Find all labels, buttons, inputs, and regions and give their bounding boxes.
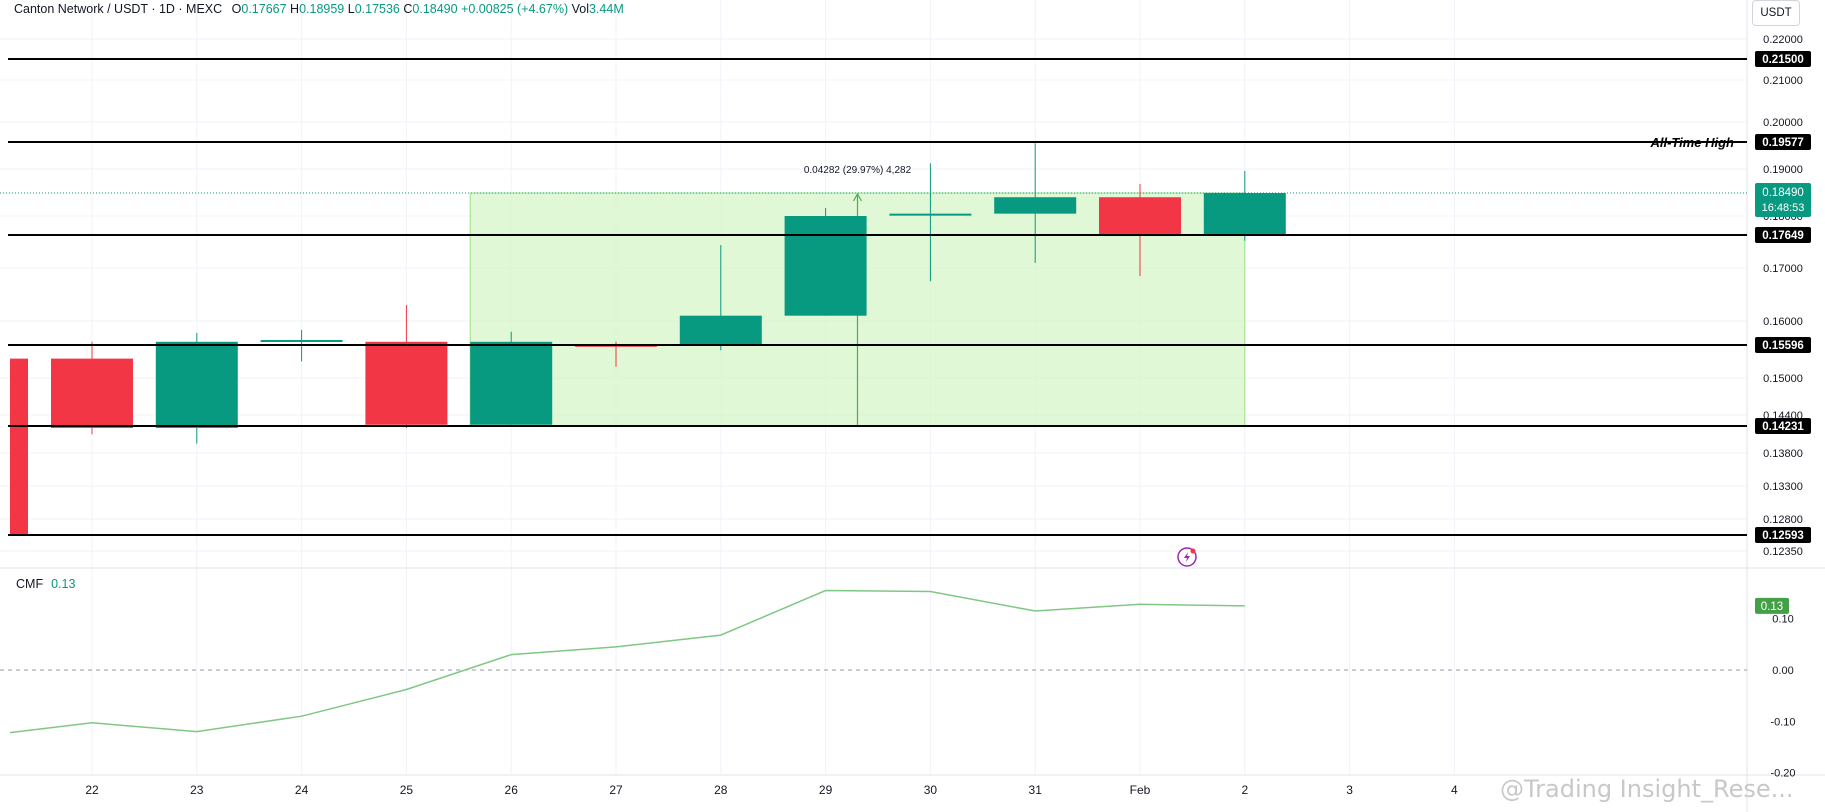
level-price-tag — [1755, 418, 1811, 434]
cmf-value-tag-text: 0.13 — [1761, 601, 1783, 613]
candle-body[interactable] — [470, 341, 553, 425]
currency-button[interactable]: USDT — [1752, 0, 1800, 26]
level-price-text: 0.14231 — [1762, 421, 1804, 433]
level-label: All-Time High — [1649, 135, 1734, 150]
symbol-name[interactable]: Canton Network / USDT · 1D · MEXC — [14, 2, 223, 16]
y-tick-label: 0.14400 — [1763, 410, 1803, 422]
y-tick-label: 0.13800 — [1763, 448, 1803, 460]
measure-label: 0.04282 (29.97%) 4,282 — [804, 165, 912, 176]
cmf-title: CMF — [16, 577, 44, 591]
x-tick-label: 2 — [1241, 783, 1248, 797]
level-price-text: 0.12593 — [1762, 530, 1804, 542]
cmf-value: 0.13 — [51, 577, 76, 591]
level-price-tag — [1755, 134, 1811, 150]
cmf-y-tick-label: 0.10 — [1772, 614, 1793, 626]
x-tick-label: Feb — [1130, 783, 1151, 797]
candle-body[interactable] — [51, 358, 133, 428]
cmf-y-tick-label: 0.00 — [1772, 665, 1793, 677]
open-value: 0.17667 — [241, 2, 287, 16]
level-price-text: 0.21500 — [1762, 54, 1804, 66]
open-label: O — [231, 2, 242, 16]
volume-label: Vol — [571, 2, 589, 16]
x-tick-label: 23 — [190, 783, 204, 797]
candle-body[interactable] — [1203, 193, 1286, 235]
candle-body[interactable] — [679, 315, 762, 345]
y-tick-label: 0.13300 — [1763, 481, 1803, 493]
cmf-header[interactable]: CMF 0.13 — [16, 577, 75, 591]
y-tick-label: 0.22000 — [1763, 34, 1803, 46]
watermark: @Trading Insight_Rese... — [1500, 775, 1794, 803]
current-price-text: 0.18490 — [1762, 187, 1804, 199]
low-label: L — [347, 2, 355, 16]
close-label: C — [403, 2, 413, 16]
cmf-value-tag — [1755, 597, 1789, 614]
x-tick-label: 25 — [400, 783, 414, 797]
level-price-tag — [1755, 337, 1811, 353]
candle-body[interactable] — [1099, 197, 1181, 235]
y-tick-label: 0.15000 — [1763, 373, 1803, 385]
candle-body[interactable] — [365, 341, 448, 425]
x-tick-label: 22 — [85, 783, 99, 797]
close-value: 0.18490 — [412, 2, 458, 16]
x-tick-label: 31 — [1029, 783, 1043, 797]
x-tick-label: 26 — [505, 783, 519, 797]
level-price-tag — [1755, 527, 1811, 543]
candle-body[interactable] — [889, 213, 972, 216]
cmf-y-tick-label: -0.20 — [1770, 768, 1795, 780]
cmf-y-tick-label: -0.10 — [1770, 716, 1795, 728]
countdown-text: 16:48:53 — [1762, 202, 1805, 214]
x-tick-label: 24 — [295, 783, 309, 797]
x-tick-label: 4 — [1451, 783, 1458, 797]
high-label: H — [290, 2, 300, 16]
y-tick-label: 0.12350 — [1763, 546, 1803, 558]
candle-body[interactable] — [10, 358, 28, 535]
measure-arrow-head — [852, 192, 863, 202]
symbol-header: Canton Network / USDT · 1D · MEXC O0.176… — [14, 2, 624, 16]
volume-value: 3.44M — [588, 2, 624, 16]
low-value: 0.17536 — [354, 2, 400, 16]
y-tick-label: 0.17000 — [1763, 263, 1803, 275]
level-price-text: 0.17649 — [1762, 230, 1804, 242]
current-price-tag — [1755, 183, 1811, 217]
lightning-bolt — [1184, 552, 1190, 562]
notification-dot — [1190, 548, 1196, 554]
candle-body[interactable] — [155, 341, 238, 428]
level-price-text: 0.15596 — [1762, 340, 1804, 352]
y-tick-label: 0.16000 — [1763, 316, 1803, 328]
candle-body[interactable] — [784, 216, 867, 316]
x-tick-label: 29 — [819, 783, 833, 797]
candle-body[interactable] — [260, 340, 343, 343]
y-tick-label: 0.19000 — [1763, 164, 1803, 176]
x-tick-label: 30 — [924, 783, 938, 797]
x-tick-label: 27 — [609, 783, 623, 797]
high-value: 0.18959 — [299, 2, 345, 16]
y-tick-label: 0.20000 — [1763, 117, 1803, 129]
y-tick-label: 0.21000 — [1763, 75, 1803, 87]
y-tick-label: 0.12800 — [1763, 514, 1803, 526]
x-tick-label: 28 — [714, 783, 728, 797]
cmf-line[interactable] — [9, 589, 1245, 734]
x-tick-label: 3 — [1346, 783, 1353, 797]
candle-body[interactable] — [994, 197, 1077, 214]
level-price-tag — [1755, 51, 1811, 67]
level-price-tag — [1755, 227, 1811, 243]
level-price-text: 0.19577 — [1762, 137, 1804, 149]
change-value: +0.00825 (+4.67%) — [461, 2, 569, 16]
